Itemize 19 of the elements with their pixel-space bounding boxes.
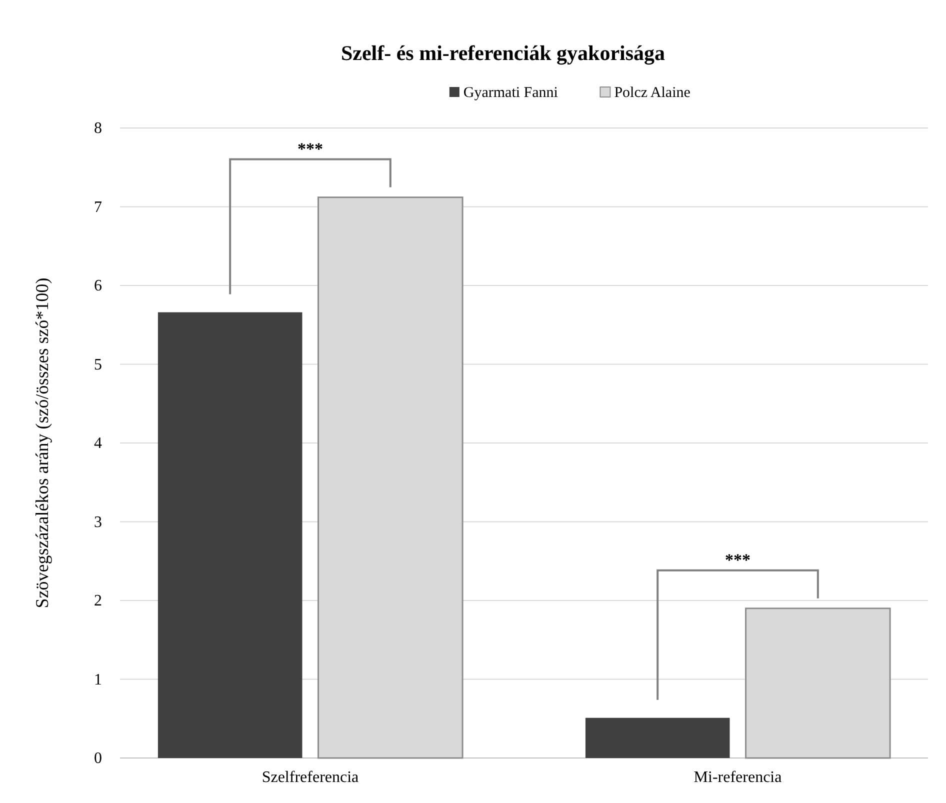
x-tick-label: Szelfreferencia [262,769,359,786]
y-axis-title: Szövegszázalékos arány (szó/összes szó*100) [32,278,52,608]
legend-label: Polcz Alaine [614,85,691,101]
legend-label: Gyarmati Fanni [463,85,558,101]
y-tick-label: 6 [94,278,102,294]
y-tick-label: 3 [94,514,102,531]
bar [158,312,302,758]
x-tick-label: Mi-referencia [694,769,782,786]
bar [585,718,730,758]
y-tick-label: 5 [94,356,102,374]
chart-title: Szelf- és mi-referenciák gyakorisága [340,41,666,65]
y-tick-label: 1 [94,671,102,688]
y-tick-label: 0 [94,750,102,767]
y-tick-label: 2 [94,592,102,610]
y-tick-label: 4 [94,435,102,452]
annotation: *** [725,550,751,570]
y-tick-label: 7 [94,198,102,216]
annotation: *** [297,139,323,158]
y-tick-label: 8 [94,120,102,137]
